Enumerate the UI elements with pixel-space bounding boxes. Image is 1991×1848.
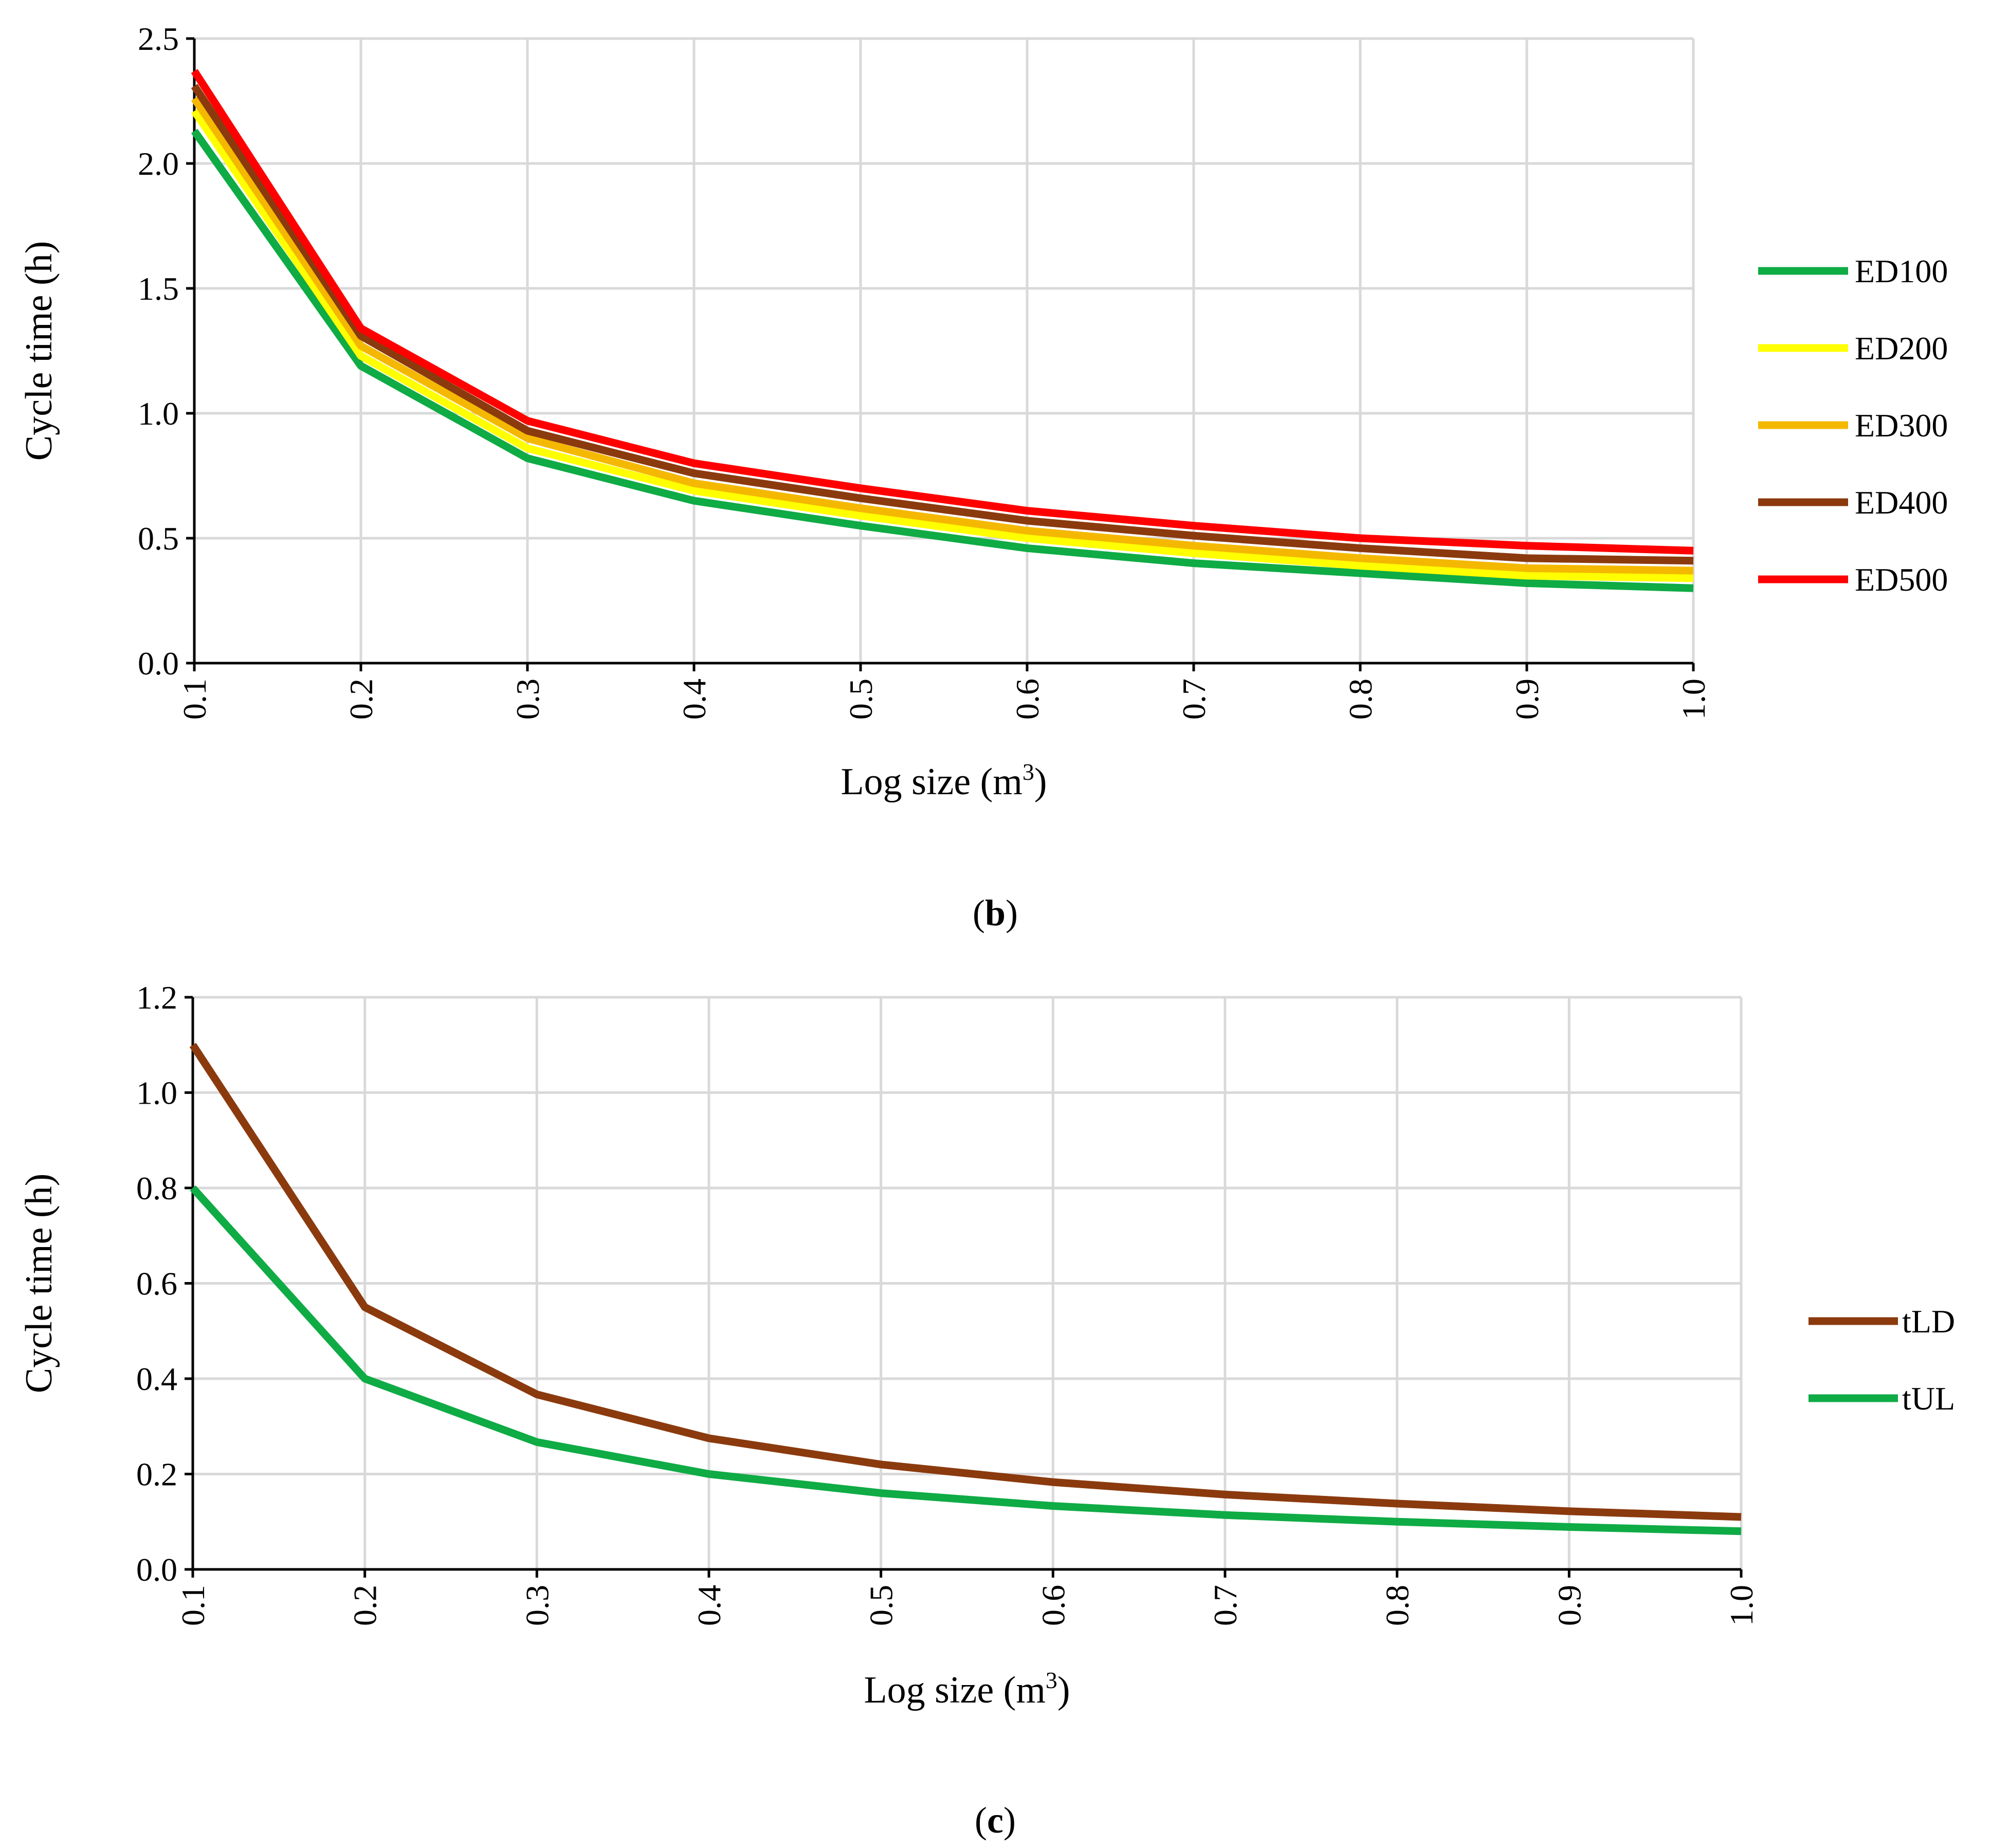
x-tick-label: 0.8 <box>1379 1585 1416 1626</box>
x-tick-label: 0.7 <box>1176 679 1212 720</box>
x-tick-label: 0.8 <box>1342 679 1379 720</box>
x-tick-label: 0.6 <box>1035 1585 1071 1626</box>
legend-label-tld: tLD <box>1902 1303 1955 1340</box>
x-tick-label: 0.5 <box>863 1585 900 1626</box>
chart-panel-c: 0.0 0.2 0.4 0.6 0.8 1.0 1.2 0.1 0.2 0.3 0.4 0.5 0.6 0… <box>18 979 1955 1841</box>
legend-label-ed200: ED200 <box>1855 330 1948 367</box>
x-tick-label: 0.3 <box>509 679 546 720</box>
series-line-tld <box>189 1042 1742 1521</box>
x-tick-label: 0.2 <box>343 679 379 720</box>
y-tick-label: 1.0 <box>136 1075 177 1111</box>
y-tick-label: 1.5 <box>138 270 179 307</box>
series-line-ed100 <box>191 129 1694 592</box>
x-tick-label: 1.0 <box>1675 679 1712 720</box>
series-line-ed300 <box>191 96 1694 575</box>
x-tick-label: 0.9 <box>1551 1585 1587 1626</box>
legend-label-ed100: ED100 <box>1855 253 1948 289</box>
x-axis-title: Log size (m3) <box>864 1667 1070 1711</box>
caption-open-paren: ( <box>973 892 985 934</box>
x-axis-title: Log size (m3) <box>841 759 1047 803</box>
y-tick-label: 0.0 <box>138 645 179 682</box>
chart-panel-b: 0.0 0.5 1.0 1.5 2.0 2.5 0.1 0.2 0.3 0.4 0.5 0.6 0.7 0… <box>18 21 1948 934</box>
y-tick-label: 1.0 <box>138 395 179 432</box>
x-tick-label: 0.7 <box>1207 1585 1244 1626</box>
y-tick-label: 2.0 <box>138 145 179 182</box>
x-axis-title-text: Log size (m <box>841 761 1022 803</box>
caption-open-paren: ( <box>975 1800 987 1841</box>
y-tick-label: 0.0 <box>136 1551 177 1588</box>
x-tick-label: 0.9 <box>1509 679 1545 720</box>
x-axis-title-end: ) <box>1057 1669 1070 1711</box>
y-tick-label: 0.5 <box>138 520 179 557</box>
x-tick-label: 0.2 <box>347 1585 383 1626</box>
y-tick-label: 0.4 <box>136 1361 177 1397</box>
y-axis-title: Cycle time (h) <box>18 1174 60 1393</box>
caption-letter: c <box>987 1800 1003 1841</box>
x-axis-title-superscript: 3 <box>1022 759 1034 785</box>
y-tick-label: 0.8 <box>136 1170 177 1206</box>
y-tick-label: 0.2 <box>136 1456 177 1493</box>
series-line-ed400 <box>191 84 1694 565</box>
y-axis-title: Cycle time (h) <box>18 241 60 461</box>
legend-label-ed500: ED500 <box>1855 561 1948 598</box>
panel-caption: (c) <box>975 1800 1016 1841</box>
caption-close-paren: ) <box>1003 1800 1016 1841</box>
series-line-ed200 <box>191 108 1694 582</box>
x-tick-label: 0.4 <box>676 679 713 720</box>
legend-label-ed300: ED300 <box>1855 407 1948 444</box>
x-tick-label: 0.6 <box>1009 679 1046 720</box>
x-axis-title-end: ) <box>1034 761 1047 803</box>
x-tick-label: 0.5 <box>843 679 879 720</box>
y-tick-label: 2.5 <box>138 21 179 57</box>
caption-letter: b <box>985 892 1006 934</box>
y-tick-label: 0.6 <box>136 1266 177 1302</box>
legend-label-ed400: ED400 <box>1855 484 1948 521</box>
series-line-tul <box>190 1185 1742 1535</box>
x-axis-title-text: Log size (m <box>864 1669 1045 1711</box>
legend-label-tul: tUL <box>1902 1380 1955 1417</box>
panel-caption: (b) <box>973 892 1018 934</box>
x-tick-label: 0.1 <box>175 1585 211 1626</box>
x-tick-label: 0.1 <box>176 679 213 720</box>
x-tick-label: 0.3 <box>519 1585 555 1626</box>
x-axis-title-superscript: 3 <box>1046 1667 1057 1693</box>
series-line-ed500 <box>191 69 1694 555</box>
caption-close-paren: ) <box>1006 892 1018 934</box>
x-tick-label: 1.0 <box>1723 1585 1760 1626</box>
x-tick-label: 0.4 <box>691 1585 727 1626</box>
y-tick-label: 1.2 <box>136 979 177 1016</box>
